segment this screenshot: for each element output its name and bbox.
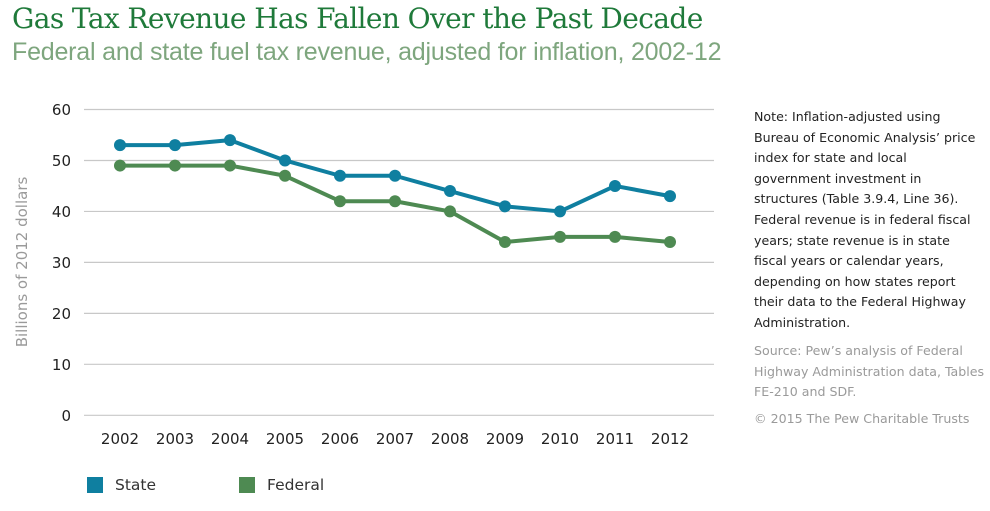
point-federal-2012: [664, 236, 676, 249]
legend-item-federal: Federal: [239, 476, 324, 494]
series-federal: [114, 159, 676, 249]
point-federal-2004: [224, 159, 236, 172]
point-state-2007: [389, 169, 401, 182]
y-tick-label: 10: [52, 356, 71, 374]
point-federal-2003: [169, 159, 181, 172]
x-tick-label: 2008: [431, 430, 469, 448]
y-axis-title: Billions of 2012 dollars: [13, 177, 31, 348]
chart-subtitle: Federal and state fuel tax revenue, adju…: [12, 38, 722, 66]
x-tick-label: 2009: [486, 430, 524, 448]
point-state-2005: [279, 154, 291, 167]
legend-swatch-state: [87, 477, 103, 493]
copyright: © 2015 The Pew Charitable Trusts: [754, 411, 970, 426]
y-tick-label: 0: [61, 407, 71, 425]
x-tick-label: 2010: [541, 430, 579, 448]
point-state-2003: [169, 139, 181, 152]
x-tick-label: 2012: [651, 430, 689, 448]
series-state: [114, 134, 676, 218]
chart-title: Gas Tax Revenue Has Fallen Over the Past…: [12, 2, 703, 35]
point-state-2012: [664, 190, 676, 203]
x-tick-label: 2004: [211, 430, 249, 448]
x-axis-ticks: 2002 2003 2004 2005 2006 2007 2008 2009 2010 2011…: [101, 430, 689, 448]
legend-label-state: State: [115, 476, 157, 494]
x-tick-label: 2007: [376, 430, 414, 448]
point-federal-2011: [609, 230, 621, 243]
point-state-2008: [444, 185, 456, 198]
point-federal-2002: [114, 159, 126, 172]
legend-swatch-federal: [239, 477, 256, 493]
series-lines: [114, 134, 676, 249]
y-tick-label: 60: [52, 101, 71, 119]
x-tick-label: 2003: [156, 430, 194, 448]
point-federal-2010: [554, 230, 566, 243]
gridlines: [84, 108, 714, 416]
chart-note: Note: Inflation-adjusted using Bureau of…: [754, 109, 976, 330]
x-tick-label: 2002: [101, 430, 139, 448]
point-federal-2005: [279, 169, 291, 182]
y-tick-label: 20: [52, 305, 71, 323]
x-tick-label: 2011: [596, 430, 634, 448]
point-federal-2006: [334, 195, 346, 208]
legend: State Federal: [87, 476, 360, 494]
point-federal-2008: [444, 205, 456, 218]
point-state-2009: [499, 200, 511, 213]
y-tick-label: 50: [52, 152, 71, 170]
y-tick-label: 30: [52, 254, 71, 272]
legend-label-federal: Federal: [267, 476, 325, 494]
x-tick-label: 2006: [321, 430, 359, 448]
y-axis-ticks: 0 10 20 30 40 50 60: [52, 101, 71, 425]
x-tick-label: 2005: [266, 430, 304, 448]
point-federal-2007: [389, 195, 401, 208]
chart-source: Source: Pew’s analysis of Federal Highwa…: [754, 343, 985, 400]
point-state-2010: [554, 205, 566, 218]
legend-item-state: State: [87, 476, 156, 494]
point-state-2002: [114, 139, 126, 152]
y-tick-label: 40: [52, 203, 71, 221]
point-state-2011: [609, 179, 621, 192]
point-state-2004: [224, 134, 236, 147]
point-federal-2009: [499, 236, 511, 249]
point-state-2006: [334, 169, 346, 182]
